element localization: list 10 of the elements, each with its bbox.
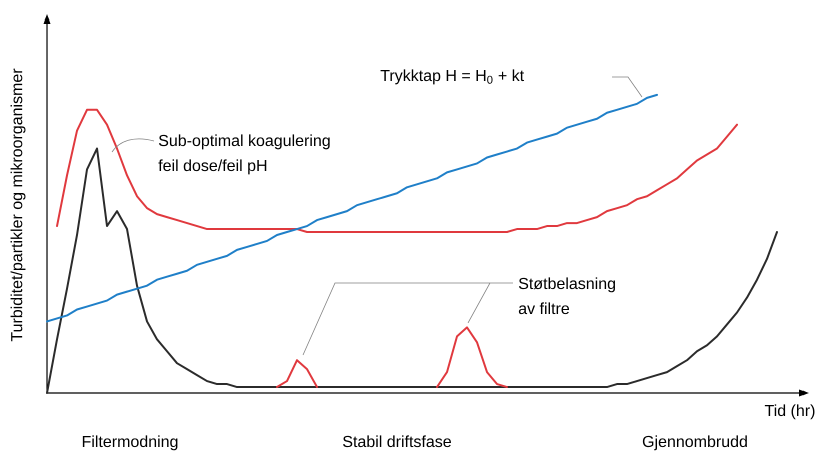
- x-axis-title: Tid (hr): [764, 404, 814, 420]
- annotation: av filtre: [518, 302, 570, 314]
- text: Stabil driftsfase: [343, 435, 451, 448]
- annotation: Sub-optimal koagulering: [158, 134, 330, 150]
- annotation: Støtbelasning: [518, 277, 616, 292]
- annotation: feil dose/feil pH: [158, 159, 266, 174]
- text: Filtermodning: [82, 435, 178, 450]
- text: Trykktap H = H$_{0}$ + kt: [380, 69, 524, 84]
- text: Gjennombrudd: [642, 435, 747, 450]
- y-axis-title: Turbiditet/partikler og mikroorganismer: [10, 68, 26, 342]
